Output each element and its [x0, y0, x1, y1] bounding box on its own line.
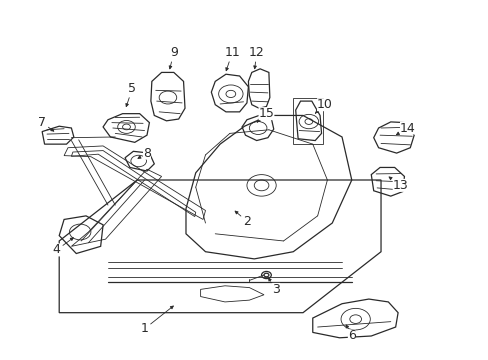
Text: 7: 7	[38, 116, 54, 131]
Text: 5: 5	[125, 82, 136, 107]
Text: 6: 6	[346, 325, 355, 342]
Text: 14: 14	[396, 122, 415, 135]
Text: 10: 10	[315, 98, 332, 113]
Text: 13: 13	[388, 177, 407, 192]
Text: 15: 15	[257, 107, 274, 122]
Text: 8: 8	[138, 147, 151, 159]
Text: 2: 2	[235, 211, 250, 228]
Text: 1: 1	[141, 306, 173, 335]
Text: 4: 4	[53, 238, 73, 256]
Text: 3: 3	[268, 278, 280, 296]
Text: 12: 12	[248, 46, 264, 69]
Text: 11: 11	[224, 46, 240, 71]
Text: 9: 9	[169, 46, 177, 69]
